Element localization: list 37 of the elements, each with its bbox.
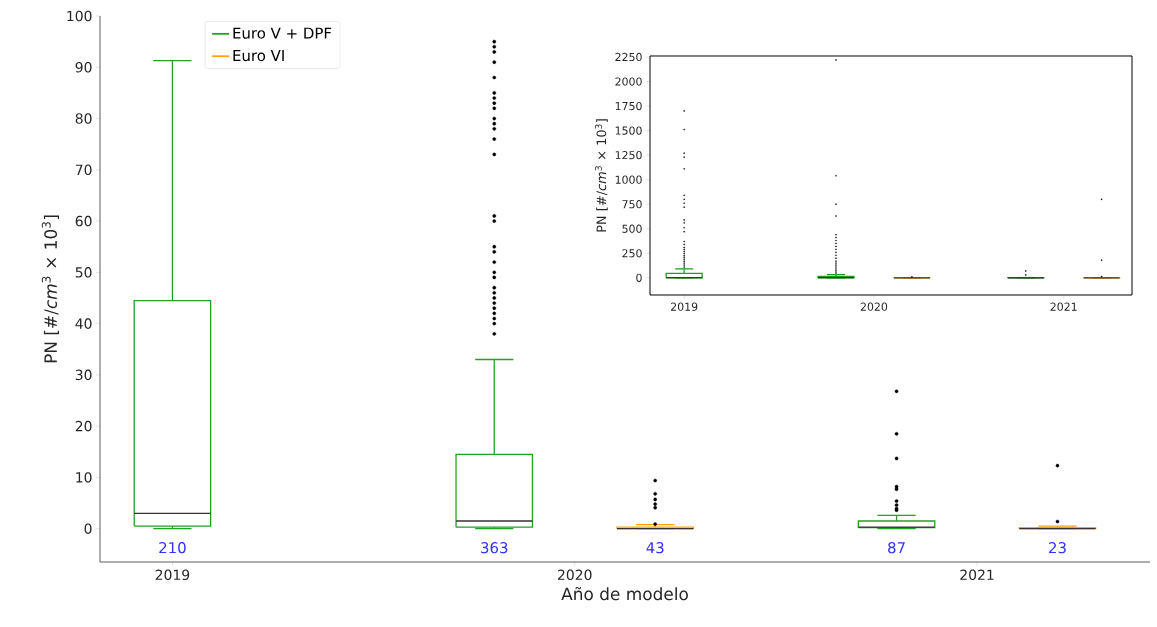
y-tick-label: 1750 — [615, 101, 642, 111]
y-tick-label: 70 — [75, 164, 92, 176]
y-tick-label: 1250 — [615, 150, 642, 160]
y-tick-label: 1500 — [615, 126, 642, 135]
annotation: 43 — [646, 542, 664, 554]
y-tick-label: 750 — [622, 200, 642, 209]
y-tick-label: 0 — [84, 523, 92, 534]
y-tick-label: 30 — [75, 369, 92, 381]
y-tick-label: 2250 — [615, 52, 642, 62]
y-tick-label: 50 — [75, 267, 92, 278]
y-tick-label: 1000 — [615, 175, 642, 184]
annotation: 210 — [159, 542, 186, 554]
annotation: 87 — [888, 542, 905, 554]
annotation: 363 — [481, 542, 508, 554]
x-axis-title: Año de modelo — [561, 586, 688, 601]
y-tick-label: 0 — [636, 273, 642, 282]
y-tick-label: 10 — [76, 472, 92, 483]
y-tick-label: 20 — [75, 420, 92, 432]
annotation: 23 — [1049, 542, 1066, 554]
y-tick-label: 90 — [75, 61, 92, 73]
y-tick-label: 250 — [622, 249, 642, 258]
y-tick-label: 100 — [67, 10, 92, 22]
y-tick-label: 60 — [75, 215, 92, 227]
y-axis-title: PN [#/cm$^{3}$ × 10$^{3}$] — [594, 119, 608, 232]
y-axis-title: PN [#/cm$^{3}$ × 10$^{3}$] — [41, 215, 60, 363]
x-tick-label: 2019 — [155, 569, 190, 581]
legend-label: Euro VI — [233, 50, 284, 62]
x-tick-label: 2020 — [860, 302, 888, 311]
y-tick-label: 500 — [622, 224, 642, 233]
x-tick-label: 2021 — [1050, 302, 1077, 311]
legend-label: Euro V + DPF — [233, 27, 332, 39]
x-tick-label: 2021 — [960, 569, 994, 581]
y-tick-label: 80 — [75, 113, 92, 124]
y-tick-label: 40 — [75, 318, 92, 329]
x-tick-label: 2019 — [671, 302, 698, 311]
y-tick-label: 2000 — [615, 77, 642, 86]
x-tick-label: 2020 — [557, 569, 592, 581]
